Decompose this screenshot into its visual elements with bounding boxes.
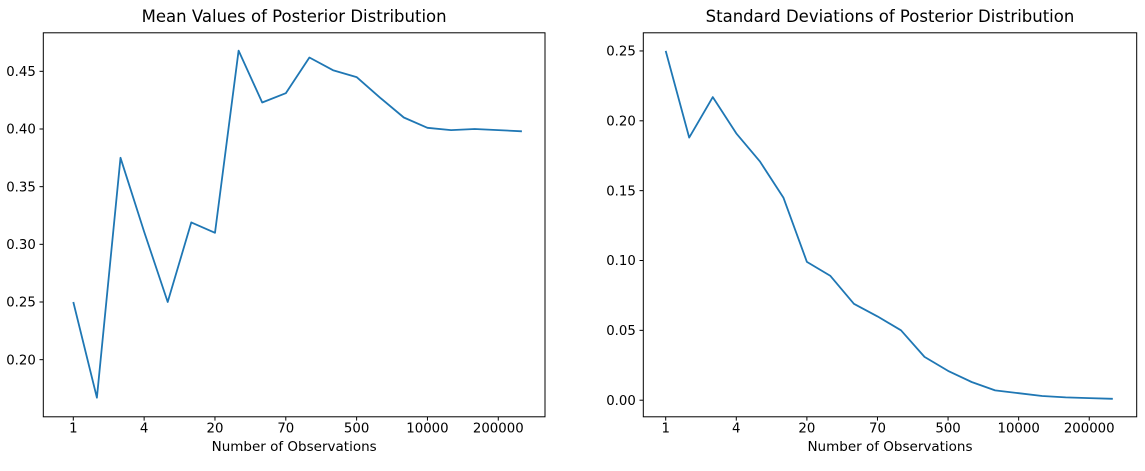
x-tick-label: 1 xyxy=(69,421,77,436)
std-chart-xlabel: Number of Observations xyxy=(807,439,973,455)
x-tick-label: 10000 xyxy=(997,421,1039,436)
mean-series-line xyxy=(72,49,522,399)
y-tick-label: 0.10 xyxy=(606,254,636,269)
x-tick-label: 500 xyxy=(935,421,960,436)
x-tick-label: 4 xyxy=(140,421,148,436)
y-tick-label: 0.35 xyxy=(6,180,36,195)
x-tick-label: 4 xyxy=(732,421,740,436)
x-tick-label: 200000 xyxy=(1064,421,1115,436)
x-tick-label: 70 xyxy=(277,421,294,436)
y-tick-label: 0.25 xyxy=(6,296,36,311)
mean-chart-xlabel: Number of Observations xyxy=(211,439,377,455)
y-tick-label: 0.15 xyxy=(606,184,636,199)
x-tick-label: 70 xyxy=(869,421,886,436)
std-chart-title: Standard Deviations of Posterior Distrib… xyxy=(705,7,1075,26)
axes-box xyxy=(42,32,546,418)
axes-box xyxy=(642,32,1138,418)
y-tick-label: 0.25 xyxy=(606,45,636,60)
y-tick-label: 0.45 xyxy=(6,65,36,80)
mean-chart: 1 4 20 70 500 10000 200000 0.20 0.25 0.30 0.35 0.40… xyxy=(6,32,546,436)
y-tick-label: 0.05 xyxy=(606,324,636,339)
y-tick-label: 0.40 xyxy=(6,123,36,138)
x-tick-label: 20 xyxy=(798,421,815,436)
std-series-line xyxy=(664,50,1113,400)
x-tick-label: 1 xyxy=(661,421,669,436)
x-tick-label: 200000 xyxy=(473,421,524,436)
x-tick-label: 500 xyxy=(344,421,369,436)
y-tick-label: 0.20 xyxy=(606,115,636,130)
y-tick-label: 0.00 xyxy=(606,394,636,409)
x-tick-label: 10000 xyxy=(406,421,448,436)
std-chart: 1 4 20 70 500 10000 200000 0.00 0.05 0.10 0.15 0.20… xyxy=(606,32,1138,436)
mean-chart-title: Mean Values of Posterior Distribution xyxy=(141,7,447,26)
y-tick-label: 0.20 xyxy=(6,353,36,368)
y-tick-label: 0.30 xyxy=(6,238,36,253)
x-tick-label: 20 xyxy=(206,421,223,436)
